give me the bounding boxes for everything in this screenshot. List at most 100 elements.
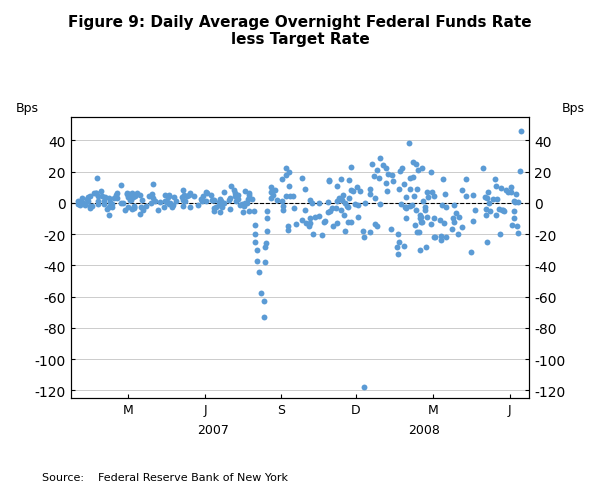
Point [266,189,275,197]
Text: 2008: 2008 [408,424,440,437]
Point [197,198,207,206]
Point [346,164,356,172]
Point [289,193,298,200]
Point [451,210,461,218]
Point [394,239,404,246]
Point [172,197,181,205]
Point [344,195,353,203]
Point [437,202,446,210]
Point [359,234,369,242]
Point [164,193,174,201]
Point [209,205,218,213]
Point [233,195,242,203]
Point [442,234,451,242]
Point [112,195,122,202]
Point [422,189,432,197]
Text: Figure 9: Daily Average Overnight Federal Funds Rate
less Target Rate: Figure 9: Daily Average Overnight Federa… [68,15,532,47]
Point [494,206,503,213]
Point [165,200,175,208]
Point [412,185,422,193]
Point [491,212,501,219]
Point [244,208,254,216]
Point [263,207,272,215]
Point [370,220,380,228]
Point [120,207,130,215]
Point [244,192,254,200]
Point [259,298,268,305]
Point [83,198,93,206]
Point [503,189,513,197]
Point [448,226,457,233]
Point [509,197,518,205]
Point [436,233,446,241]
Point [395,167,405,175]
Point [137,197,146,205]
Point [300,207,310,215]
Point [439,220,449,227]
Point [206,192,215,199]
Point [281,171,291,179]
Point [125,197,135,204]
Point [215,196,225,204]
Point [332,198,342,206]
Point [398,165,407,172]
Point [304,223,314,231]
Point [116,182,126,190]
Point [215,200,225,208]
Point [164,192,174,199]
Point [247,196,257,203]
Point [253,257,262,265]
Point [495,231,505,239]
Point [100,198,109,206]
Point [340,227,350,235]
Point [350,201,360,209]
Point [416,219,426,227]
Point [484,200,494,208]
Point [177,194,187,202]
Point [328,223,338,231]
Point [435,217,445,225]
Point [252,246,262,254]
Point [278,202,288,210]
Point [185,204,194,212]
Point [104,212,114,220]
Point [268,192,278,199]
Point [130,203,139,211]
Point [202,190,211,197]
Point [289,204,299,212]
Point [225,195,235,202]
Point [497,207,507,214]
Point [217,197,226,205]
Point [111,192,121,199]
Point [510,199,520,207]
Point [302,220,311,227]
Point [331,205,341,212]
Point [278,198,287,206]
Point [128,190,137,197]
Point [145,193,154,200]
Text: Source:    Federal Reserve Bank of New York: Source: Federal Reserve Bank of New York [42,471,288,482]
Point [76,202,85,210]
Point [148,195,157,202]
Point [256,290,266,298]
Point [324,178,334,185]
Point [506,189,516,197]
Point [126,197,136,205]
Point [468,192,478,199]
Point [397,201,406,209]
Point [507,222,517,229]
Point [361,200,370,208]
Point [163,194,173,201]
Point [201,189,211,197]
Text: 2007: 2007 [197,424,229,437]
Point [179,203,188,211]
Point [418,165,427,173]
Point [184,191,194,199]
Point [116,200,126,208]
Point [107,204,117,212]
Point [197,197,207,204]
Point [401,194,410,201]
Point [300,186,310,194]
Point [193,202,203,210]
Point [353,201,363,209]
